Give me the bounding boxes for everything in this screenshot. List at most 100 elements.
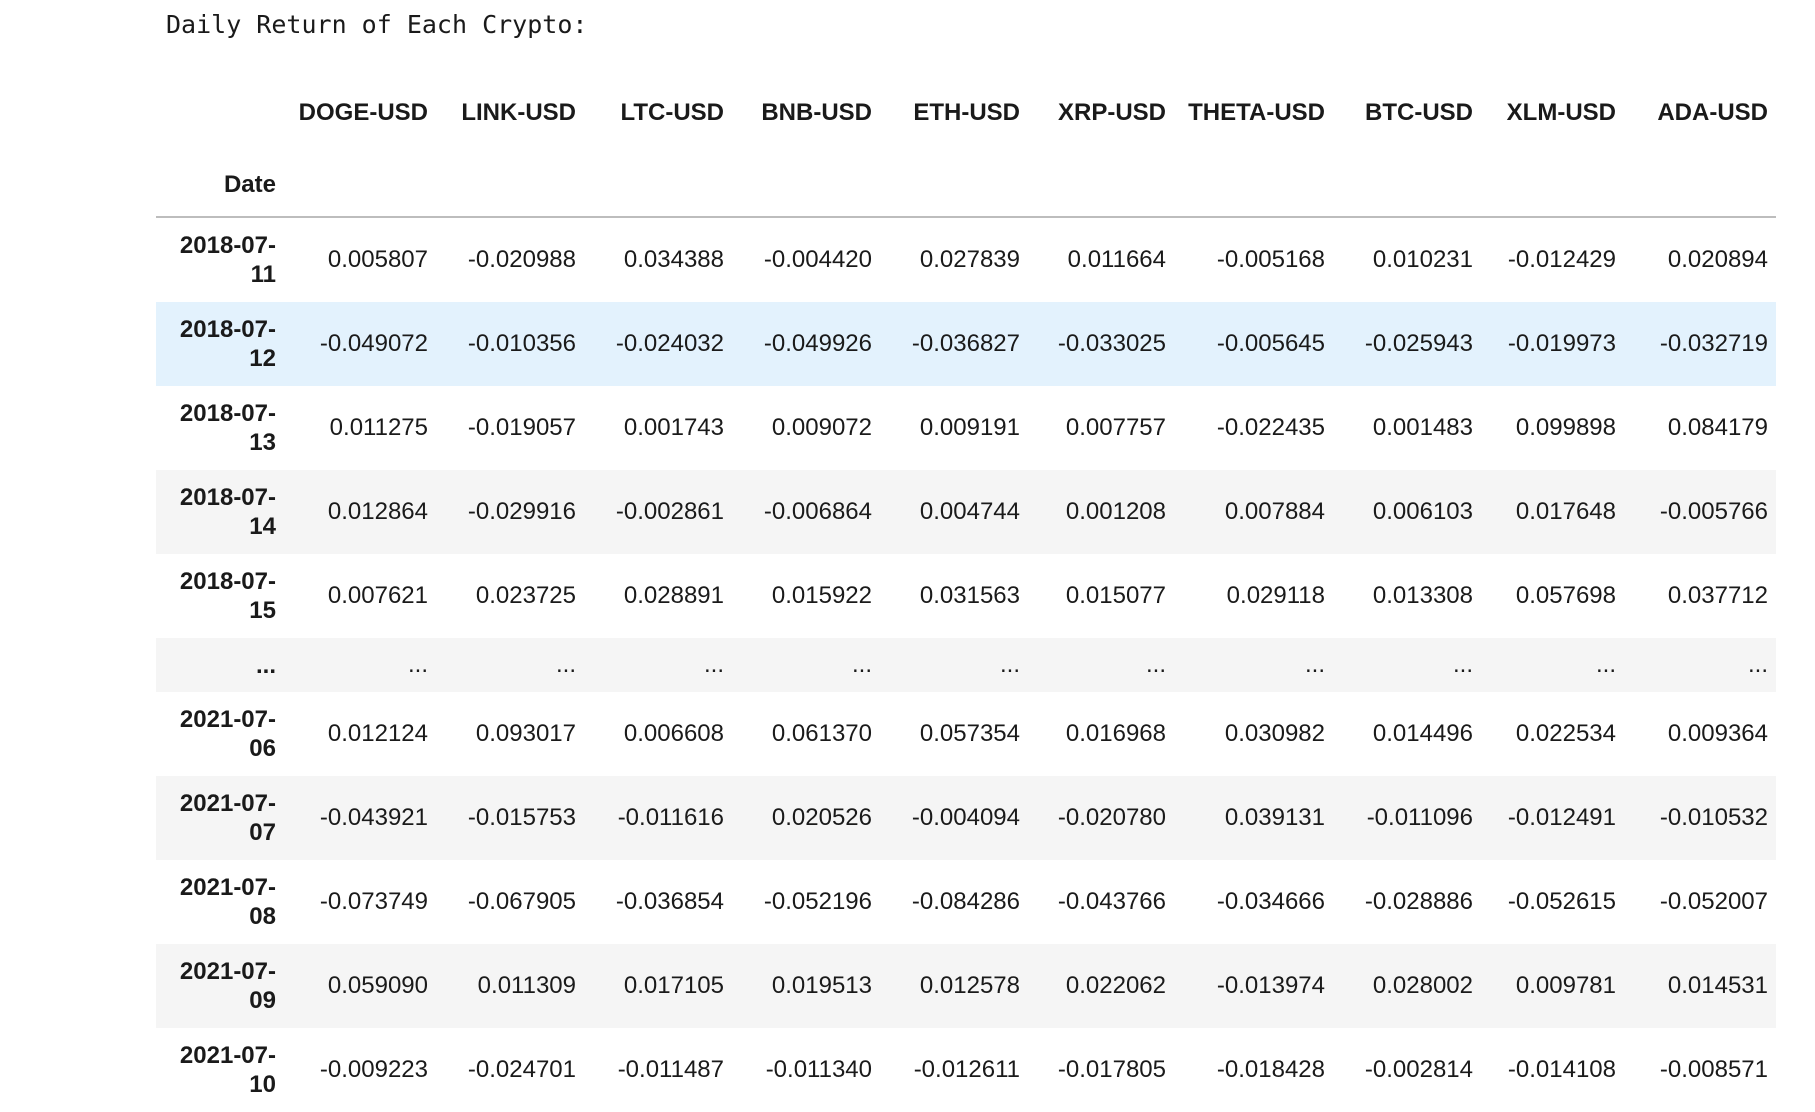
table-cell: 0.017648 [1515, 498, 1616, 525]
table-cell: -0.005645 [1216, 330, 1325, 357]
index-corner [156, 72, 284, 152]
row-index-date: 2018-07-15 [179, 568, 276, 624]
table-cell: 0.031563 [919, 582, 1020, 609]
table-cell: 0.015077 [1065, 582, 1166, 609]
row-index-date: 2018-07-11 [179, 232, 276, 288]
table-cell: -0.012611 [913, 1056, 1020, 1083]
table-cell: -0.043921 [319, 804, 428, 831]
row-index-date: 2021-07-08 [179, 874, 276, 930]
table-cell: 0.014531 [1667, 972, 1768, 999]
table-row: 2018-07-12 -0.049072 -0.010356 -0.024032 -0.… [156, 302, 1776, 386]
table-cell: 0.011275 [329, 414, 428, 441]
table-cell: 0.007884 [1224, 498, 1325, 525]
table-cell: 0.013308 [1372, 582, 1473, 609]
index-name-row: Date [156, 152, 1776, 217]
table-cell: 0.030982 [1224, 720, 1325, 747]
table-cell: ... [703, 651, 724, 678]
table-row: 2021-07-07 -0.043921 -0.015753 -0.011616 0.0… [156, 776, 1776, 860]
table-row: 2018-07-15 0.007621 0.023725 0.028891 0.0159… [156, 554, 1776, 638]
table-header: DOGE-USD LINK-USD LTC-USD BNB-USD ETH-US… [156, 72, 1776, 217]
table-cell: 0.093017 [475, 720, 576, 747]
table-cell: 0.001483 [1372, 414, 1473, 441]
table-cell: -0.002861 [615, 498, 724, 525]
table-cell: -0.034666 [1216, 888, 1325, 915]
table-cell: -0.024701 [467, 1056, 576, 1083]
table-cell: -0.005766 [1659, 498, 1768, 525]
table-cell: -0.052007 [1659, 888, 1768, 915]
table-cell: ... [555, 651, 576, 678]
column-header: ADA-USD [1657, 98, 1768, 126]
table-cell: -0.011616 [617, 804, 724, 831]
table-cell: 0.007621 [327, 582, 428, 609]
row-index-date: 2021-07-09 [179, 958, 276, 1014]
table-cell: -0.084286 [911, 888, 1020, 915]
table-cell: 0.012124 [327, 720, 428, 747]
table-body: 2018-07-11 0.005807 -0.020988 0.034388 -0.00… [156, 217, 1776, 1112]
table-cell: -0.015753 [467, 804, 576, 831]
table-cell: 0.027839 [919, 246, 1020, 273]
table-cell: 0.084179 [1667, 414, 1768, 441]
table-cell: 0.001743 [623, 414, 724, 441]
table-cell: 0.020894 [1667, 246, 1768, 273]
table-cell: -0.018428 [1216, 1056, 1325, 1083]
table-cell: 0.023725 [475, 582, 576, 609]
table-cell: 0.028002 [1372, 972, 1473, 999]
table-cell: -0.049926 [763, 330, 872, 357]
table-cell: 0.022062 [1065, 972, 1166, 999]
table-cell: 0.012864 [327, 498, 428, 525]
table-cell: -0.022435 [1216, 414, 1325, 441]
table-cell: -0.019057 [467, 414, 576, 441]
output-title: Daily Return of Each Crypto: [166, 10, 588, 39]
table-cell: 0.011664 [1067, 246, 1166, 273]
table-cell: -0.004094 [911, 804, 1020, 831]
row-index-date: 2021-07-10 [179, 1042, 276, 1098]
row-index-date: 2021-07-07 [179, 790, 276, 846]
table-cell: ... [1595, 651, 1616, 678]
table-cell: 0.012578 [919, 972, 1020, 999]
table-cell: 0.020526 [771, 804, 872, 831]
table-row: 2018-07-14 0.012864 -0.029916 -0.002861 -0.0… [156, 470, 1776, 554]
index-name-header: Date [223, 170, 276, 198]
table-row: 2021-07-08 -0.073749 -0.067905 -0.036854 -0.… [156, 860, 1776, 944]
column-header: LINK-USD [461, 98, 576, 126]
table-cell: -0.002814 [1364, 1056, 1473, 1083]
table-cell: -0.014108 [1507, 1056, 1616, 1083]
table-cell: -0.010356 [467, 330, 576, 357]
table-cell: -0.019973 [1507, 330, 1616, 357]
column-header-row: DOGE-USD LINK-USD LTC-USD BNB-USD ETH-US… [156, 72, 1776, 152]
column-header: THETA-USD [1188, 98, 1325, 126]
table-cell: 0.005807 [327, 246, 428, 273]
table-cell: -0.013974 [1216, 972, 1325, 999]
table-cell: 0.015922 [771, 582, 872, 609]
table-cell: -0.020988 [467, 246, 576, 273]
dataframe-output: DOGE-USD LINK-USD LTC-USD BNB-USD ETH-US… [156, 72, 1776, 1112]
table-cell: 0.039131 [1224, 804, 1325, 831]
column-header: DOGE-USD [298, 98, 428, 126]
table-cell: -0.011487 [617, 1056, 724, 1083]
table-cell: -0.009223 [319, 1056, 428, 1083]
table-cell: 0.006608 [623, 720, 724, 747]
table-cell: 0.037712 [1667, 582, 1768, 609]
table-cell: -0.029916 [467, 498, 576, 525]
table-cell: -0.025943 [1364, 330, 1473, 357]
row-index-date: 2018-07-13 [179, 400, 276, 456]
table-cell: 0.004744 [919, 498, 1020, 525]
column-header: ETH-USD [913, 98, 1020, 126]
table-row: 2021-07-09 0.059090 0.011309 0.017105 0.0195… [156, 944, 1776, 1028]
table-cell: -0.073749 [319, 888, 428, 915]
table-cell: 0.059090 [327, 972, 428, 999]
column-header: LTC-USD [620, 98, 724, 126]
column-header: BNB-USD [761, 98, 872, 126]
table-cell: -0.012429 [1507, 246, 1616, 273]
table-cell: 0.011309 [477, 972, 576, 999]
table-cell: 0.057354 [919, 720, 1020, 747]
table-cell: -0.033025 [1057, 330, 1166, 357]
table-cell: ... [851, 651, 872, 678]
table-cell: -0.010532 [1659, 804, 1768, 831]
row-index-date: 2021-07-06 [179, 706, 276, 762]
table-cell: 0.007757 [1065, 414, 1166, 441]
table-cell: -0.011096 [1366, 804, 1473, 831]
table-cell: -0.052196 [763, 888, 872, 915]
table-cell: -0.017805 [1057, 1056, 1166, 1083]
table-cell: 0.057698 [1515, 582, 1616, 609]
